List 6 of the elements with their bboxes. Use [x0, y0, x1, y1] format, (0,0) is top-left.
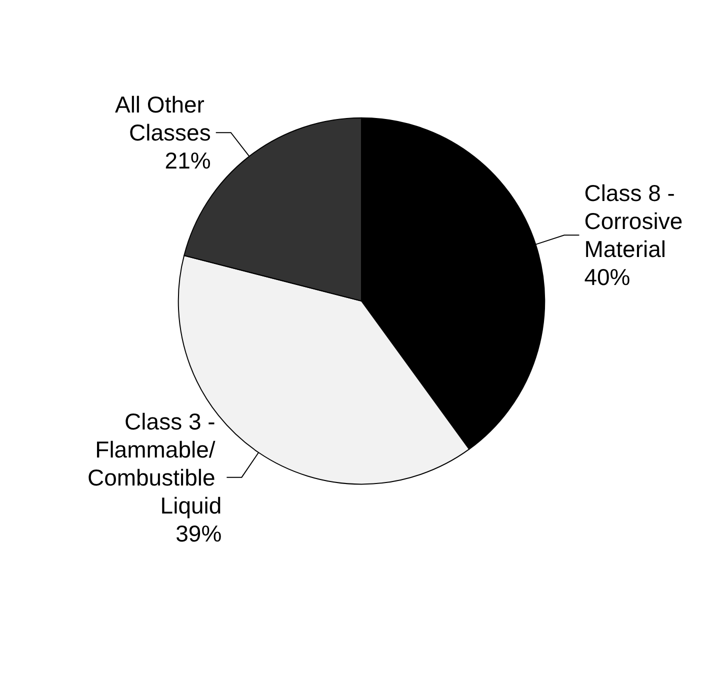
slice-label: Class 3 - Flammable/ Combustible Liquid [87, 408, 222, 518]
data-label: 40% [584, 264, 630, 290]
slice-label: Class 8 - Corrosive Material [584, 180, 690, 262]
data-label: 39% [176, 520, 222, 546]
slice-label: All Other Classes [114, 92, 211, 146]
data-label: 21% [164, 148, 211, 174]
